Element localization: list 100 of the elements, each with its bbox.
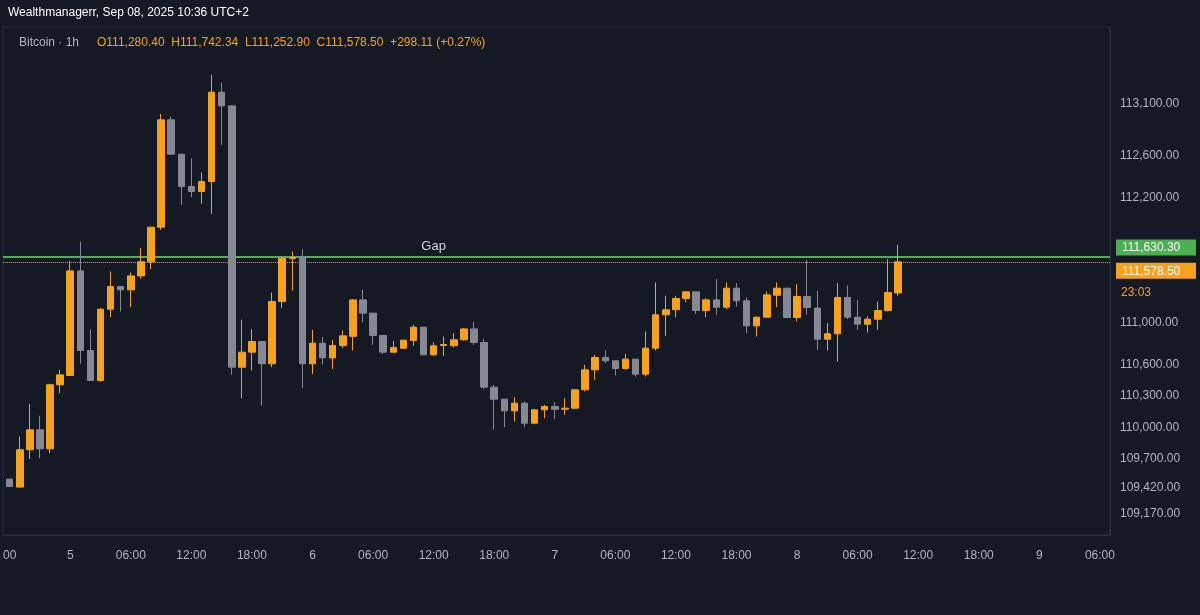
candlestick: [420, 326, 427, 356]
candlestick: [824, 322, 831, 351]
candlestick: [359, 289, 367, 323]
ref-line-label: 111,578.50: [1122, 263, 1181, 278]
annotation: Gap: [421, 238, 446, 254]
x-tick-label: 8: [793, 548, 801, 562]
candlestick: [369, 312, 377, 346]
x-tick-label: 7: [551, 548, 559, 562]
candlestick: [97, 307, 104, 383]
candlestick: [6, 478, 13, 488]
candlestick: [874, 301, 882, 331]
x-tick-label: 18:00: [479, 548, 510, 562]
candlestick: [329, 339, 336, 370]
candlestick: [743, 296, 750, 334]
candlestick: [591, 354, 599, 381]
candlestick: [501, 398, 508, 428]
candlestick: [682, 291, 690, 303]
candlestick: [228, 104, 236, 376]
candlestick: [218, 81, 225, 146]
y-tick-label: 111,000.00: [1120, 315, 1179, 330]
candlestick: [87, 328, 94, 382]
y-tick-label: 109,700.00: [1120, 450, 1181, 465]
text: Bitcoin · 1h: [19, 35, 80, 49]
candlestick: [662, 295, 670, 337]
candlestick: [652, 281, 659, 351]
x-tick-label: 9: [1035, 548, 1043, 562]
candlestick: [157, 113, 165, 231]
candlestick: [248, 328, 256, 371]
x-tick-label: 5: [66, 548, 74, 562]
x-tick-label: 06:00: [842, 548, 873, 562]
candlestick: [460, 327, 468, 341]
candlestick: [753, 315, 760, 337]
x-tick-label: 06:00: [1084, 548, 1116, 562]
y-tick-label: 109,170.00: [1120, 506, 1181, 521]
candlestick: [854, 299, 861, 331]
candlestick: [470, 321, 478, 346]
candlestick: [783, 287, 791, 319]
candlestick: [551, 401, 559, 420]
x-tick-label: 12:00: [903, 548, 934, 562]
candlestick: [107, 271, 114, 318]
candlestick: [541, 404, 548, 419]
candlestick: [622, 353, 629, 371]
y-tick-label: 110,000.00: [1120, 419, 1180, 434]
candlestick: [581, 364, 589, 392]
candlestick: [46, 383, 54, 454]
candlestick: [632, 358, 639, 377]
candlestick: [803, 259, 811, 316]
x-tick-label: 06:00: [358, 548, 389, 562]
candlestick: [723, 281, 730, 310]
candlestick: [258, 341, 266, 407]
x-tick-label: 06:00: [600, 548, 631, 562]
candlestick: [511, 396, 518, 423]
candlestick: [349, 298, 357, 351]
candlestick: [793, 283, 801, 322]
candlestick: [268, 291, 276, 368]
candlestick: [692, 291, 700, 315]
candlestick: [602, 349, 609, 364]
text: 23:03: [1121, 285, 1152, 299]
candlestick: [26, 403, 34, 460]
x-tick-label: 12:00: [660, 548, 692, 562]
candlestick: [773, 281, 781, 308]
candlestick: [188, 157, 195, 198]
candlestick: [430, 341, 437, 357]
y-tick-label: 112,600.00: [1120, 148, 1180, 163]
candlestick: [319, 336, 326, 365]
candlestick: [36, 415, 44, 459]
candlestick: [763, 291, 771, 319]
candlestick: [713, 278, 720, 316]
candlestick: [299, 248, 306, 389]
candlestick: [702, 297, 710, 318]
candlestick: [571, 388, 579, 410]
candlestick: [117, 285, 124, 312]
text: O111,280.40 H111,742.34 L111,252.90 C111,578.50 +298.11 (+0.27%): [97, 35, 486, 49]
candlestick: [198, 172, 205, 205]
y-tick-label: 113,100.00: [1120, 96, 1180, 111]
candlestick: [864, 315, 871, 334]
candlestick: [379, 334, 387, 355]
y-tick-label: 110,600.00: [1120, 356, 1180, 371]
candlestick: [521, 400, 528, 428]
candlestick: [309, 329, 316, 375]
candlestick: [208, 74, 215, 215]
candlestick: [167, 116, 175, 156]
y-tick-label: 112,200.00: [1120, 190, 1180, 205]
ref-line-label: 111,630.30: [1122, 240, 1181, 255]
candlestick: [127, 272, 135, 308]
x-tick-label: 18:00: [721, 548, 752, 562]
candlestick: [339, 330, 347, 349]
candlestick: [410, 324, 417, 347]
candlestick: [440, 335, 447, 357]
x-tick-label: 06:00: [115, 548, 147, 562]
candlestick: [400, 339, 407, 350]
candlestick: [490, 384, 498, 431]
candlestick: [561, 397, 569, 416]
candlestick: [672, 295, 680, 318]
candlestick: [844, 284, 851, 320]
candlestick: [814, 290, 821, 351]
x-tick-label: 00: [2, 548, 17, 562]
x-tick-label: 18:00: [236, 548, 268, 562]
x-tick-label: 12:00: [418, 548, 449, 562]
candlestick: [834, 282, 841, 363]
